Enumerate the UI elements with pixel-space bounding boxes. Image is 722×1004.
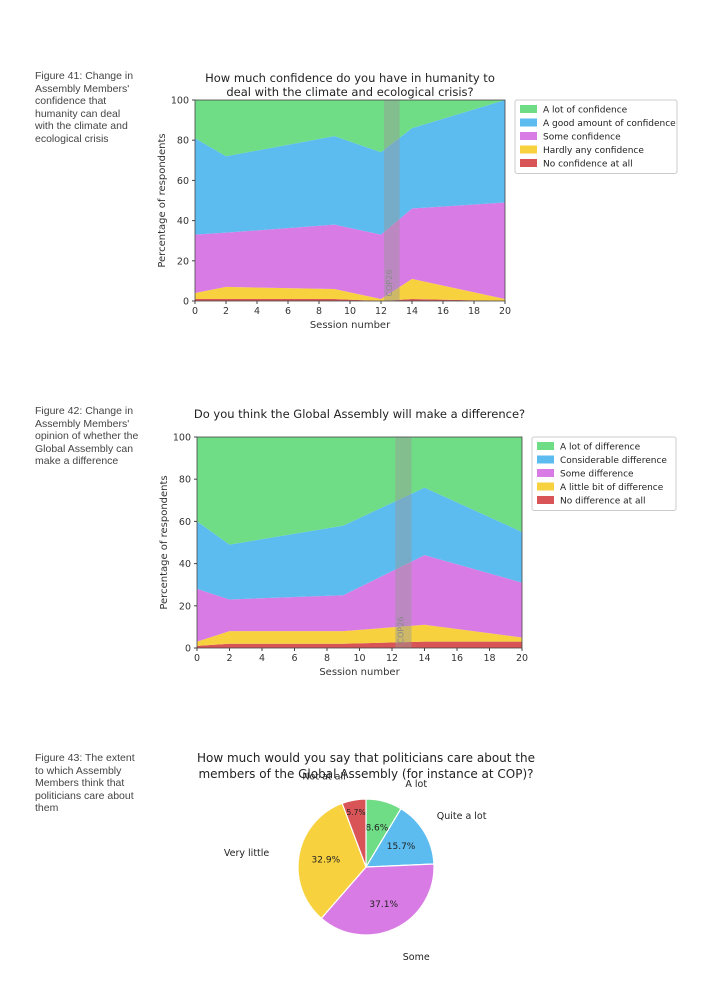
legend-label: Considerable difference — [560, 456, 667, 466]
pie-category-label: Not at all — [302, 771, 345, 782]
x-tick-label: 2 — [226, 653, 232, 664]
cop-band — [384, 100, 400, 301]
x-tick-label: 20 — [516, 653, 528, 664]
legend-label: Hardly any confidence — [543, 146, 644, 156]
chart-title: deal with the climate and ecological cri… — [226, 85, 473, 99]
x-axis-label: Session number — [319, 667, 400, 678]
pie-pct-label: 37.1% — [369, 900, 398, 910]
y-tick-label: 40 — [179, 559, 191, 570]
area-a-good-amount-of-confidence — [195, 100, 505, 235]
difference-area-chart: Do you think the Global Assembly will ma… — [159, 407, 677, 678]
x-axis-label: Session number — [310, 320, 391, 331]
y-tick-label: 100 — [171, 96, 189, 107]
figure-42-caption: Figure 42: Change in Assembly Members' o… — [35, 405, 139, 467]
cop-band — [395, 437, 412, 648]
legend-swatch — [520, 159, 537, 167]
figure-41-caption: Figure 41: Change in Assembly Members' c… — [35, 70, 134, 145]
x-tick-label: 10 — [344, 306, 356, 317]
y-tick-label: 60 — [179, 517, 191, 528]
y-axis-label: Percentage of respondents — [157, 133, 168, 267]
legend-label: A good amount of confidence — [543, 119, 676, 129]
area-a-lot-of-confidence — [195, 100, 505, 157]
chart-title: How much would you say that politicians … — [197, 751, 535, 765]
pie-pct-label: 15.7% — [387, 842, 416, 852]
legend-swatch — [520, 145, 537, 154]
x-tick-label: 4 — [254, 306, 260, 317]
legend-label: No confidence at all — [543, 160, 633, 170]
x-tick-label: 12 — [386, 653, 398, 664]
y-tick-label: 100 — [173, 433, 191, 444]
x-tick-label: 4 — [259, 653, 265, 664]
y-tick-label: 0 — [183, 297, 189, 308]
y-axis-label: Percentage of respondents — [159, 475, 170, 609]
x-tick-label: 8 — [316, 306, 322, 317]
legend-swatch — [537, 496, 554, 504]
y-tick-label: 40 — [177, 216, 189, 227]
confidence-area-chart: How much confidence do you have in human… — [157, 71, 678, 331]
y-tick-label: 60 — [177, 176, 189, 187]
area-a-lot-of-difference — [197, 437, 522, 545]
pie-slice-very-little — [297, 802, 367, 920]
pie-category-label: Some — [403, 952, 430, 963]
area-considerable-difference — [197, 487, 522, 600]
x-tick-label: 12 — [375, 306, 387, 317]
x-tick-label: 6 — [291, 653, 297, 664]
legend-box — [531, 436, 677, 511]
legend-swatch — [537, 442, 554, 450]
x-tick-label: 10 — [353, 653, 365, 664]
x-tick-label: 18 — [483, 653, 495, 664]
legend-box — [514, 99, 678, 174]
legend-swatch — [537, 469, 554, 477]
pie-category-label: A lot — [405, 779, 427, 790]
legend-label: A little bit of difference — [560, 483, 664, 493]
y-tick-label: 20 — [177, 256, 189, 267]
x-tick-label: 6 — [285, 306, 291, 317]
figure-43-caption: Figure 43: The extent to which Assembly … — [35, 752, 135, 814]
chart-title: members of the Global Assembly (for inst… — [198, 767, 533, 781]
pie-pct-label: 8.6% — [365, 824, 388, 834]
legend-swatch — [537, 455, 554, 464]
pie-category-label: Very little — [224, 848, 270, 859]
pie-slice-quite-a-lot — [364, 807, 435, 868]
area-some-difference — [197, 555, 522, 642]
area-a-little-bit-of-difference — [197, 624, 522, 646]
legend-swatch — [520, 105, 537, 113]
x-tick-label: 0 — [192, 306, 198, 317]
legend-label: No difference at all — [560, 497, 646, 507]
area-no-difference-at-all — [197, 641, 522, 648]
y-tick-label: 20 — [179, 601, 191, 612]
x-tick-label: 18 — [468, 306, 480, 317]
pie-pct-label: 5.7% — [347, 808, 366, 817]
chart-title: How much confidence do you have in human… — [205, 71, 495, 85]
legend-label: A lot of confidence — [543, 106, 628, 116]
area-some-confidence — [195, 202, 505, 299]
legend-label: A lot of difference — [560, 443, 641, 453]
pie-slice-some — [320, 863, 435, 936]
legend-label: Some confidence — [543, 133, 621, 143]
x-tick-label: 16 — [437, 306, 449, 317]
pie-slice-not-at-all — [341, 798, 367, 868]
pie-category-label: Quite a lot — [437, 811, 487, 822]
legend-label: Some difference — [560, 470, 634, 480]
x-tick-label: 14 — [406, 306, 418, 317]
cop-band-label: COP26 — [396, 617, 405, 644]
x-tick-label: 8 — [324, 653, 330, 664]
legend-swatch — [520, 132, 537, 140]
y-tick-label: 0 — [185, 644, 191, 655]
x-tick-label: 16 — [451, 653, 463, 664]
x-tick-label: 0 — [194, 653, 200, 664]
area-hardly-any-confidence — [195, 278, 505, 301]
y-tick-label: 80 — [177, 136, 189, 147]
politicians-care-pie-chart: How much would you say that politicians … — [197, 751, 535, 963]
area-no-confidence-at-all — [195, 298, 505, 301]
cop-band-label: COP26 — [385, 270, 394, 297]
pie-pct-label: 32.9% — [312, 856, 341, 866]
x-tick-label: 14 — [418, 653, 430, 664]
legend-swatch — [537, 482, 554, 491]
y-tick-label: 80 — [179, 475, 191, 486]
x-tick-label: 20 — [499, 306, 511, 317]
chart-title: Do you think the Global Assembly will ma… — [194, 407, 525, 421]
x-tick-label: 2 — [223, 306, 229, 317]
legend-swatch — [520, 118, 537, 127]
